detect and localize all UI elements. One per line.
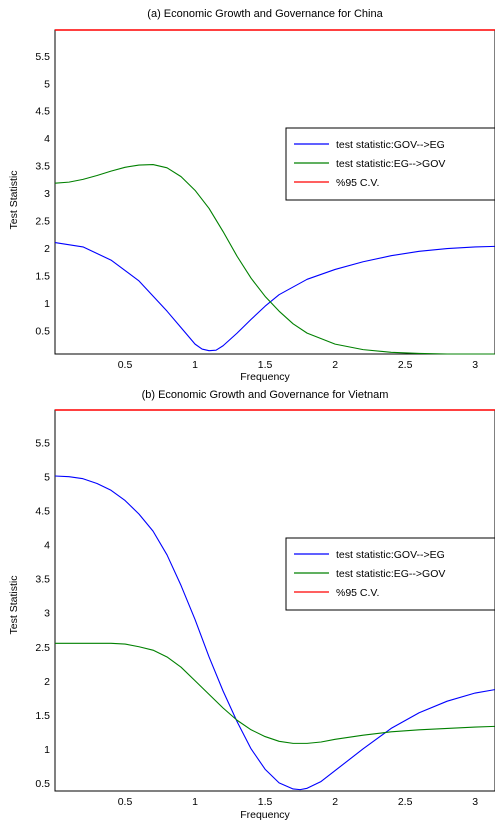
chart-title: (a) Economic Growth and Governance for C… — [147, 8, 383, 20]
y-tick-label: 2.5 — [35, 642, 50, 654]
legend: test statistic:GOV-->EG test statistic:EG… — [285, 537, 495, 611]
legend-label-1: test statistic:GOV-->EG — [336, 139, 445, 151]
legend-label-2: test statistic:EG-->GOV — [336, 568, 445, 580]
y-tick-label: 5.5 — [35, 51, 50, 63]
y-tick-label: 3.5 — [35, 574, 50, 586]
y-tick-label: 4.5 — [35, 106, 50, 118]
y-tick-label: 5.5 — [35, 438, 50, 450]
legend: test statistic:GOV-->EG test statistic:EG… — [285, 127, 495, 201]
legend-box — [285, 537, 495, 611]
y-tick-label: 1.5 — [35, 710, 50, 722]
y-tick-label: 4 — [44, 133, 50, 145]
ticks: 0.5 1 1.5 2 2.5 3 0.5 1 1.5 2 2.5 3 3.5 4 4.5 5 5.5 — [35, 410, 495, 808]
y-tick-label: 2.5 — [35, 216, 50, 228]
legend-label-1: test statistic:GOV-->EG — [336, 549, 445, 561]
y-tick-label: 3 — [44, 188, 50, 200]
x-tick-label: 2 — [332, 359, 338, 371]
y-tick-label: 4.5 — [35, 506, 50, 518]
y-tick-label: 3.5 — [35, 161, 50, 173]
legend-label-2: test statistic:EG-->GOV — [336, 158, 445, 170]
y-axis-label: Test Statistic — [8, 576, 20, 635]
y-axis-label: Test Statistic — [8, 171, 20, 230]
y-tick-label: 2 — [44, 243, 50, 255]
chart-vietnam: (b) Economic Growth and Governance for V… — [8, 389, 495, 821]
legend-label-3: %95 C.V. — [336, 587, 379, 599]
x-tick-label: 1.5 — [258, 359, 273, 371]
x-tick-label: 0.5 — [118, 796, 133, 808]
series-line-1 — [54, 475, 495, 791]
y-tick-label: 2 — [44, 676, 50, 688]
y-tick-label: 1 — [44, 298, 50, 310]
x-tick-label: 1.5 — [258, 796, 273, 808]
x-tick-label: 1 — [192, 796, 198, 808]
x-axis-label: Frequency — [240, 809, 290, 821]
series-line-2 — [55, 642, 495, 744]
y-tick-label: 5 — [44, 78, 50, 90]
x-tick-label: 2.5 — [398, 796, 413, 808]
legend-label-3: %95 C.V. — [336, 177, 379, 189]
x-tick-label: 0.5 — [118, 359, 133, 371]
y-tick-label: 0.5 — [35, 325, 50, 337]
series-line-1 — [54, 241, 495, 352]
x-tick-label: 2 — [332, 796, 338, 808]
y-tick-label: 5 — [44, 472, 50, 484]
x-tick-label: 1 — [192, 359, 198, 371]
series-line-2 — [54, 163, 495, 355]
chart-china: (a) Economic Growth and Governance for C… — [8, 8, 495, 383]
x-tick-label: 3 — [472, 359, 478, 371]
x-axis-label: Frequency — [240, 371, 290, 383]
y-tick-label: 1.5 — [35, 270, 50, 282]
y-tick-label: 0.5 — [35, 778, 50, 790]
x-tick-label: 2.5 — [398, 359, 413, 371]
x-tick-label: 3 — [472, 796, 478, 808]
y-tick-label: 1 — [44, 744, 50, 756]
legend-box — [285, 127, 495, 201]
y-tick-label: 4 — [44, 540, 50, 552]
chart-title: (b) Economic Growth and Governance for V… — [142, 389, 389, 401]
y-tick-label: 3 — [44, 608, 50, 620]
